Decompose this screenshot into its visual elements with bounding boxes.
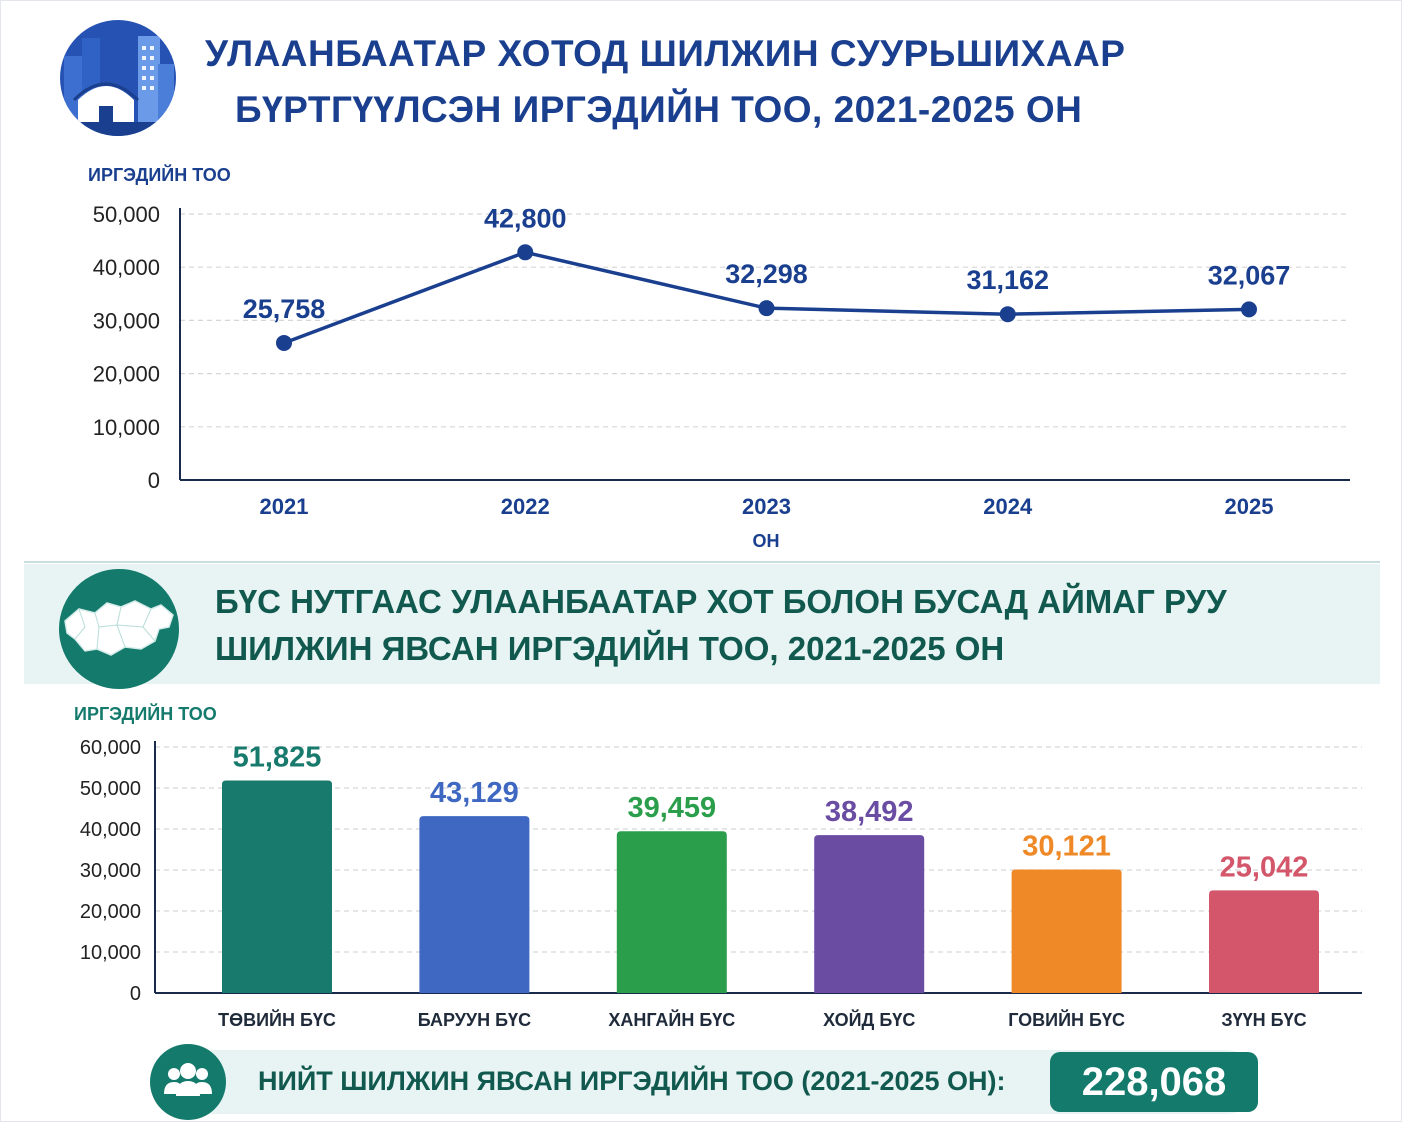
data-point <box>1241 301 1257 318</box>
bottom-title-band <box>24 564 1380 684</box>
y-tick-label: 10,000 <box>80 942 141 964</box>
data-label: 32,298 <box>725 259 808 289</box>
data-label: 39,459 <box>627 792 716 824</box>
top-chart-title: УЛААНБААТАР ХОТОД ШИЛЖИН СУУРЬШИХААР БҮР… <box>205 26 1255 138</box>
y-tick-label: 0 <box>148 468 160 493</box>
top-title-line2: БҮРТГҮҮЛСЭН ИРГЭДИЙН ТОО, 2021-2025 ОН <box>235 89 1083 130</box>
x-tick-label: ГОВИЙН БҮС <box>1008 1009 1125 1030</box>
x-tick-label: БАРУУН БҮС <box>418 1010 531 1030</box>
x-tick-label: 2024 <box>983 494 1033 519</box>
data-label: 30,121 <box>1022 831 1111 863</box>
y-tick-label: 40,000 <box>80 819 141 841</box>
x-tick-label: ТӨВИЙН БҮС <box>218 1009 336 1030</box>
x-tick-label: 2021 <box>260 494 309 519</box>
bottom-title-line2: ШИЛЖИН ЯВСАН ИРГЭДИЙН ТОО, 2021-2025 ОН <box>215 630 1005 667</box>
data-point <box>517 244 534 261</box>
data-label: 31,162 <box>966 265 1049 295</box>
x-tick-label: ХОЙД БҮС <box>823 1009 915 1030</box>
bar <box>814 835 925 993</box>
line-chart: ИРГЭДИЙН ТОО 0 10,000 20,000 30,000 40,000 50,… <box>88 164 1350 551</box>
x-axis-title: ОН <box>753 531 780 551</box>
y-tick-label: 60,000 <box>80 737 141 759</box>
y-axis-title: ИРГЭДИЙН ТОО <box>88 164 231 185</box>
city-skyline-icon <box>60 20 176 136</box>
x-tick-label: 2022 <box>501 494 550 519</box>
data-label: 43,129 <box>430 777 519 809</box>
data-label: 25,758 <box>243 294 326 324</box>
y-tick-label: 30,000 <box>93 308 160 333</box>
top-title-line1: УЛААНБААТАР ХОТОД ШИЛЖИН СУУРЬШИХААР <box>205 33 1126 74</box>
bottom-chart-title: БҮС НУТГААС УЛААНБААТАР ХОТ БОЛОН БУСАД … <box>215 578 1335 672</box>
y-tick-label: 20,000 <box>93 362 160 387</box>
y-tick-label: 10,000 <box>93 415 160 440</box>
data-point <box>276 334 292 351</box>
data-label: 51,825 <box>233 742 322 774</box>
bar <box>222 780 332 993</box>
total-value: 228,068 <box>1050 1052 1258 1112</box>
data-label: 38,492 <box>825 796 914 828</box>
x-tick-label: 2023 <box>742 494 791 519</box>
mongolia-map-icon <box>59 569 179 689</box>
bar-chart: ИРГЭДИЙН ТОО 0 10,000 20,000 30,000 40,000 50,… <box>74 703 1362 1030</box>
data-point <box>999 306 1016 323</box>
x-tick-label: ЗҮҮН БҮС <box>1221 1010 1306 1030</box>
x-tick-label: 2025 <box>1225 494 1274 519</box>
data-label: 25,042 <box>1220 851 1309 883</box>
y-tick-label: 40,000 <box>93 255 160 280</box>
people-group-icon <box>150 1044 226 1120</box>
bottom-title-line1: БҮС НУТГААС УЛААНБААТАР ХОТ БОЛОН БУСАД … <box>215 583 1227 620</box>
y-axis-title: ИРГЭДИЙН ТОО <box>74 703 217 724</box>
y-tick-label: 30,000 <box>80 860 141 882</box>
bar <box>1209 890 1319 993</box>
y-tick-label: 20,000 <box>80 901 141 923</box>
bar <box>1011 869 1122 993</box>
section-divider <box>24 561 1380 563</box>
bar <box>616 831 727 993</box>
y-tick-label: 50,000 <box>80 778 141 800</box>
data-label: 32,067 <box>1208 260 1291 290</box>
data-point <box>758 300 775 317</box>
y-tick-label: 0 <box>130 983 141 1005</box>
data-label: 42,800 <box>484 203 567 233</box>
bar <box>419 816 530 993</box>
total-label: НИЙТ ШИЛЖИН ЯВСАН ИРГЭДИЙН ТОО (2021-202… <box>258 1066 1006 1096</box>
y-tick-label: 50,000 <box>93 202 160 227</box>
x-tick-label: ХАНГАЙН БҮС <box>608 1009 735 1030</box>
